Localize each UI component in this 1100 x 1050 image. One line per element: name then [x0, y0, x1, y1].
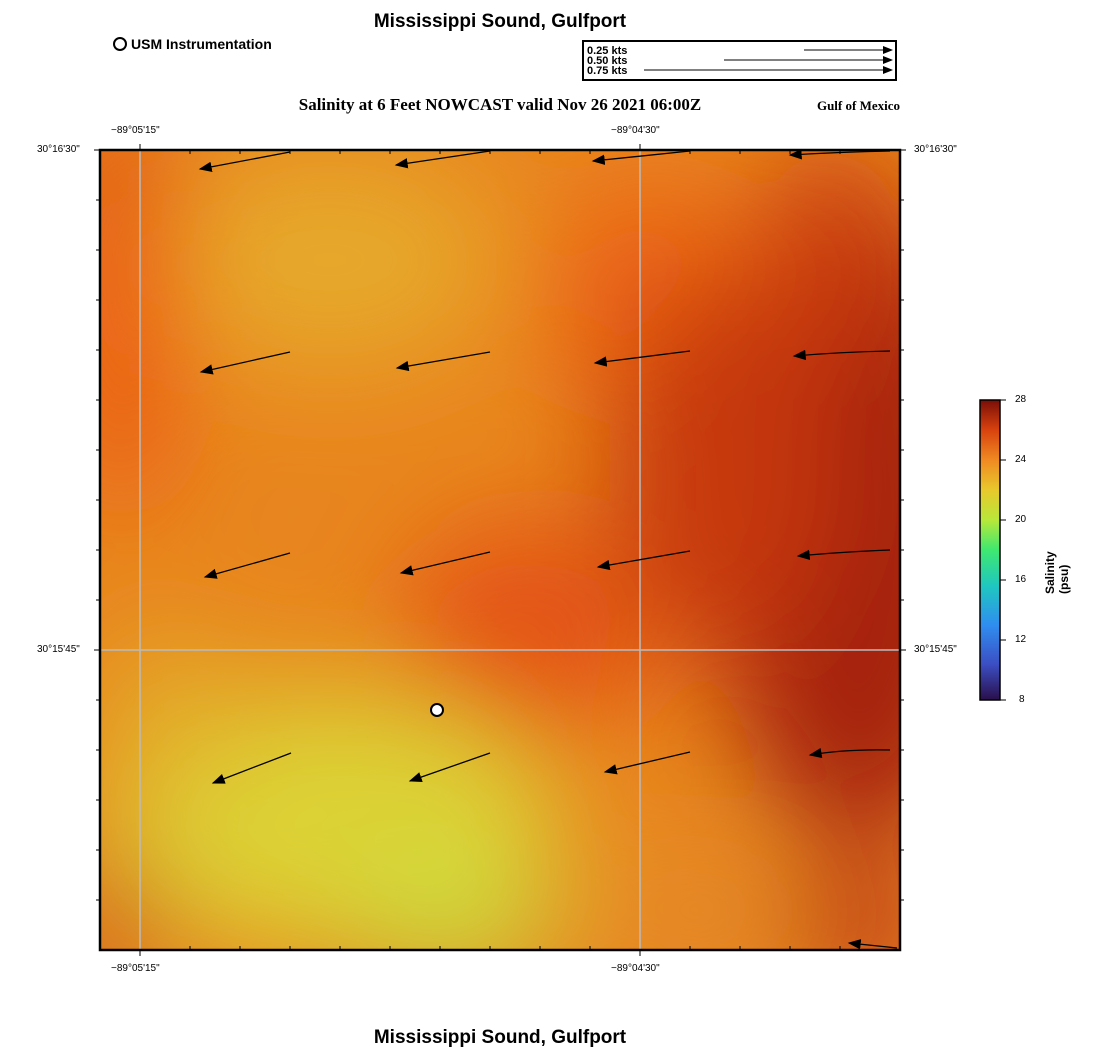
- footer-title: Mississippi Sound, Gulfport: [373, 1027, 627, 1048]
- salinity-field: [100, 150, 900, 950]
- map-title: Mississippi Sound, Gulfport: [373, 11, 627, 32]
- map-subtitle: Salinity at 6 Feet NOWCAST valid Nov 26 …: [298, 95, 702, 114]
- frame-ticks: [94, 144, 906, 956]
- x-tick-top-1: −89°05'15": [111, 125, 160, 136]
- colorbar-tick-12: 12: [1015, 634, 1027, 645]
- y-tick-left-2: 30°15'45": [37, 644, 80, 655]
- colorbar: [979, 399, 1001, 701]
- y-tick-right-2: 30°15'45": [914, 644, 957, 655]
- colorbar-tick-28: 28: [1015, 394, 1027, 405]
- current-vectors: [198, 150, 898, 950]
- scale-label-050: 0.50 kts: [587, 55, 628, 67]
- scale-label-025: 0.25 kts: [587, 45, 628, 57]
- y-tick-left-1: 30°16'30": [37, 144, 80, 155]
- y-tick-right-1: 30°16'30": [914, 144, 957, 155]
- colorbar-title: Salinity (psu): [1043, 551, 1071, 594]
- station-marker-icon: [113, 37, 127, 51]
- region-label: Gulf of Mexico: [816, 98, 900, 113]
- colorbar-tick-8: 8: [1019, 694, 1025, 705]
- colorbar-tick-16: 16: [1015, 574, 1027, 585]
- x-tick-bottom-1: −89°05'15": [111, 963, 160, 974]
- usm-station-marker: [430, 703, 444, 717]
- station-legend-label: USM Instrumentation: [131, 36, 272, 52]
- colorbar-tick-20: 20: [1015, 514, 1027, 525]
- scale-arrows: [644, 46, 893, 74]
- station-legend: USM Instrumentation: [113, 36, 272, 52]
- vector-scale-box: 0.25 kts 0.50 kts 0.75 kts: [582, 40, 897, 81]
- x-tick-bottom-2: −89°04'30": [611, 963, 660, 974]
- colorbar-tick-24: 24: [1015, 454, 1027, 465]
- x-tick-top-2: −89°04'30": [611, 125, 660, 136]
- scale-label-075: 0.75 kts: [587, 65, 628, 77]
